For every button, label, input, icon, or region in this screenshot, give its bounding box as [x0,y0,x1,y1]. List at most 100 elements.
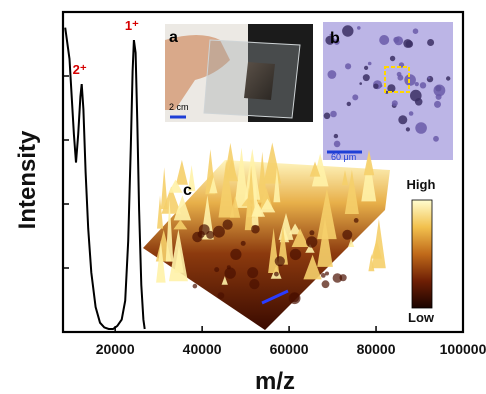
surface-pit [289,248,302,261]
surface-peak [187,165,196,192]
peak-label: 1⁺ [125,18,139,33]
x-tick-label: 80000 [357,341,396,357]
x-tick-label: 40000 [183,341,222,357]
colorbar: High Low [407,177,436,325]
surface-pit [274,256,285,267]
inset-a-scale-text: 2 cm [169,102,189,112]
surface-peak [309,161,321,177]
cell-cluster [373,83,379,89]
cell-cluster [325,35,335,45]
cell-cluster [403,39,413,48]
x-axis: 20000 40000 60000 80000 100000 [96,326,486,357]
surface-pit [353,218,359,223]
surface-peak [371,219,386,269]
cell-cluster [426,75,434,83]
cell-cluster [345,63,352,70]
inset-a-label: a [169,29,178,46]
surface-peak [209,177,218,194]
x-axis-title: m/z [255,368,295,394]
surface-pit [213,225,225,238]
cell-cluster [346,101,351,107]
cell-cluster [333,133,339,139]
surface-pit [214,267,220,273]
surface-pit [249,279,260,290]
cell-cluster [387,84,396,93]
surface-peak [311,153,329,187]
colorbar-high-label: High [407,177,436,192]
surface-peak [303,254,322,280]
cell-cluster [427,39,435,46]
inset-b-highlight-box [384,66,410,93]
inset-b-label: b [330,30,340,47]
inset-c-surface-peaks [155,142,386,305]
surface-pit [309,230,315,236]
inset-b-microscopy: 60 μm b [323,22,453,162]
surface-peak [221,276,228,285]
surface-peak [317,217,333,267]
cell-cluster [419,82,427,89]
cell-cluster [404,74,416,86]
surface-pit [306,236,318,248]
x-tick-label: 100000 [440,341,486,357]
surface-peak [273,167,281,203]
inset-a-hand [165,35,230,110]
surface-peak [361,153,377,202]
y-axis-ticks [63,75,69,269]
surface-pit [206,230,215,239]
surface-pit [224,267,236,279]
cell-cluster [408,111,414,116]
peak-annotations: 1⁺ 2⁺ [73,18,139,77]
surface-peak [363,149,375,176]
surface-peak [291,228,309,247]
surface-pit [290,292,300,303]
surface-peak [344,169,359,214]
surface-pit [325,271,329,276]
cell-cluster [359,82,363,85]
inset-a-sample-spot [244,62,275,100]
surface-peak [259,198,276,213]
cell-cluster [367,61,372,66]
surface-peak [175,159,188,185]
cell-cluster [333,140,341,148]
surface-peak [348,238,355,247]
surface-peak [317,188,337,240]
surface-pit [332,273,343,283]
cell-cluster [333,39,340,45]
inset-b-scale-text: 60 μm [331,152,356,162]
cell-cluster [433,135,439,142]
surface-pit [251,224,260,234]
inset-c-label: c [183,182,192,199]
cell-cluster [414,82,419,87]
surface-peak [341,170,349,186]
surface-pit [192,283,198,289]
surface-peak [257,151,268,203]
surface-peak [229,196,241,218]
cell-cluster [446,76,451,81]
cell-cluster [412,28,419,34]
plot-frame [61,10,465,334]
cell-cluster [427,76,431,80]
cell-cluster [352,94,359,101]
cell-cluster [433,84,446,97]
surface-peak [168,229,188,282]
peak-label: 2⁺ [73,62,87,77]
colorbar-gradient [411,199,433,309]
inset-a-photo: 2 cm a [165,24,313,122]
cell-cluster [323,112,331,120]
surface-peak [288,223,302,235]
cell-cluster [391,100,398,107]
inset-c-surface: c [143,142,390,330]
surface-peak [305,244,315,253]
cell-cluster [362,74,370,82]
cell-cluster [435,93,442,100]
cell-cluster [410,89,422,102]
surface-pit [217,292,225,299]
x-tick-label: 20000 [96,341,135,357]
cell-cluster [405,127,410,132]
cell-cluster [434,100,441,108]
cell-cluster [379,35,390,45]
cell-cluster [342,25,354,37]
surface-peak [234,147,249,208]
